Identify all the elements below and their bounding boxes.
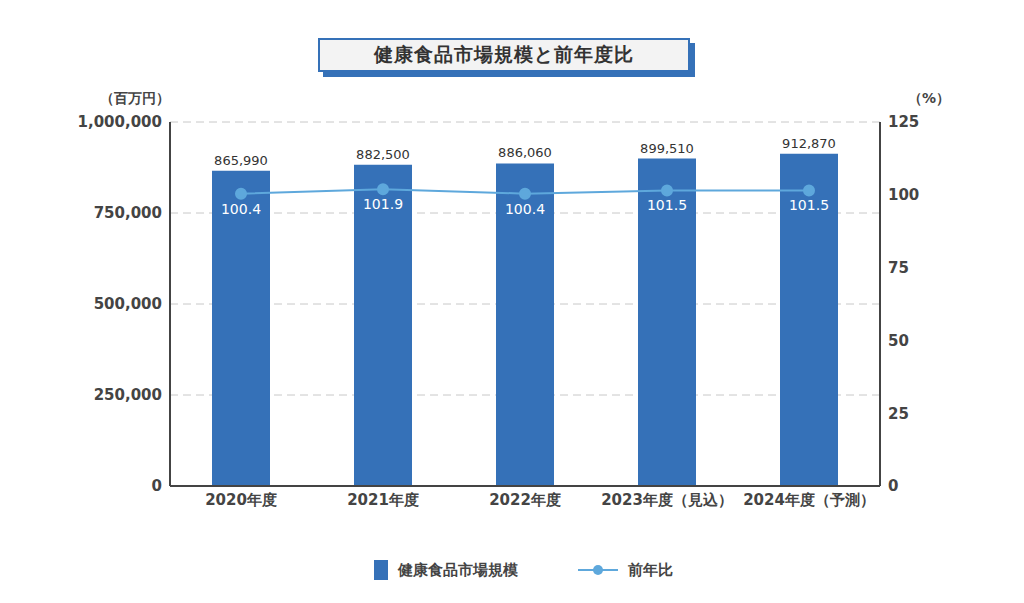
svg-text:75: 75 [888, 259, 909, 277]
svg-text:899,510: 899,510 [640, 141, 694, 156]
svg-text:250,000: 250,000 [94, 386, 162, 404]
svg-text:101.5: 101.5 [789, 197, 829, 213]
svg-text:2024年度（予測）: 2024年度（予測） [743, 491, 875, 509]
svg-text:101.9: 101.9 [363, 196, 403, 212]
html-text:前年比: 前年比 [627, 560, 673, 579]
svg-text:101.5: 101.5 [647, 197, 687, 213]
html-text:健康食品市場規模: 健康食品市場規模 [397, 560, 518, 579]
svg-text:2023年度（見込）: 2023年度（見込） [601, 491, 733, 509]
svg-text:2020年度: 2020年度 [205, 491, 277, 509]
svg-text:0: 0 [152, 477, 162, 495]
svg-text:2022年度: 2022年度 [489, 491, 561, 509]
svg-text:882,500: 882,500 [356, 147, 410, 162]
svg-text:865,990: 865,990 [214, 153, 268, 168]
svg-text:2021年度: 2021年度 [347, 491, 419, 509]
svg-text:100.4: 100.4 [505, 201, 545, 217]
svg-text:500,000: 500,000 [94, 295, 162, 313]
svg-text:50: 50 [888, 332, 909, 350]
svg-text:750,000: 750,000 [94, 204, 162, 222]
svg-text:25: 25 [888, 405, 909, 423]
html-text:（百万円）: （百万円） [100, 90, 170, 106]
svg-text:886,060: 886,060 [498, 145, 552, 160]
svg-text:100.4: 100.4 [221, 201, 261, 217]
svg-text:0: 0 [888, 477, 898, 495]
svg-text:100: 100 [888, 186, 919, 204]
html-text:健康食品市場規模と前年度比: 健康食品市場規模と前年度比 [374, 43, 634, 65]
svg-text:912,870: 912,870 [782, 136, 836, 151]
svg-text:1,000,000: 1,000,000 [78, 113, 162, 131]
svg-text:125: 125 [888, 113, 919, 131]
